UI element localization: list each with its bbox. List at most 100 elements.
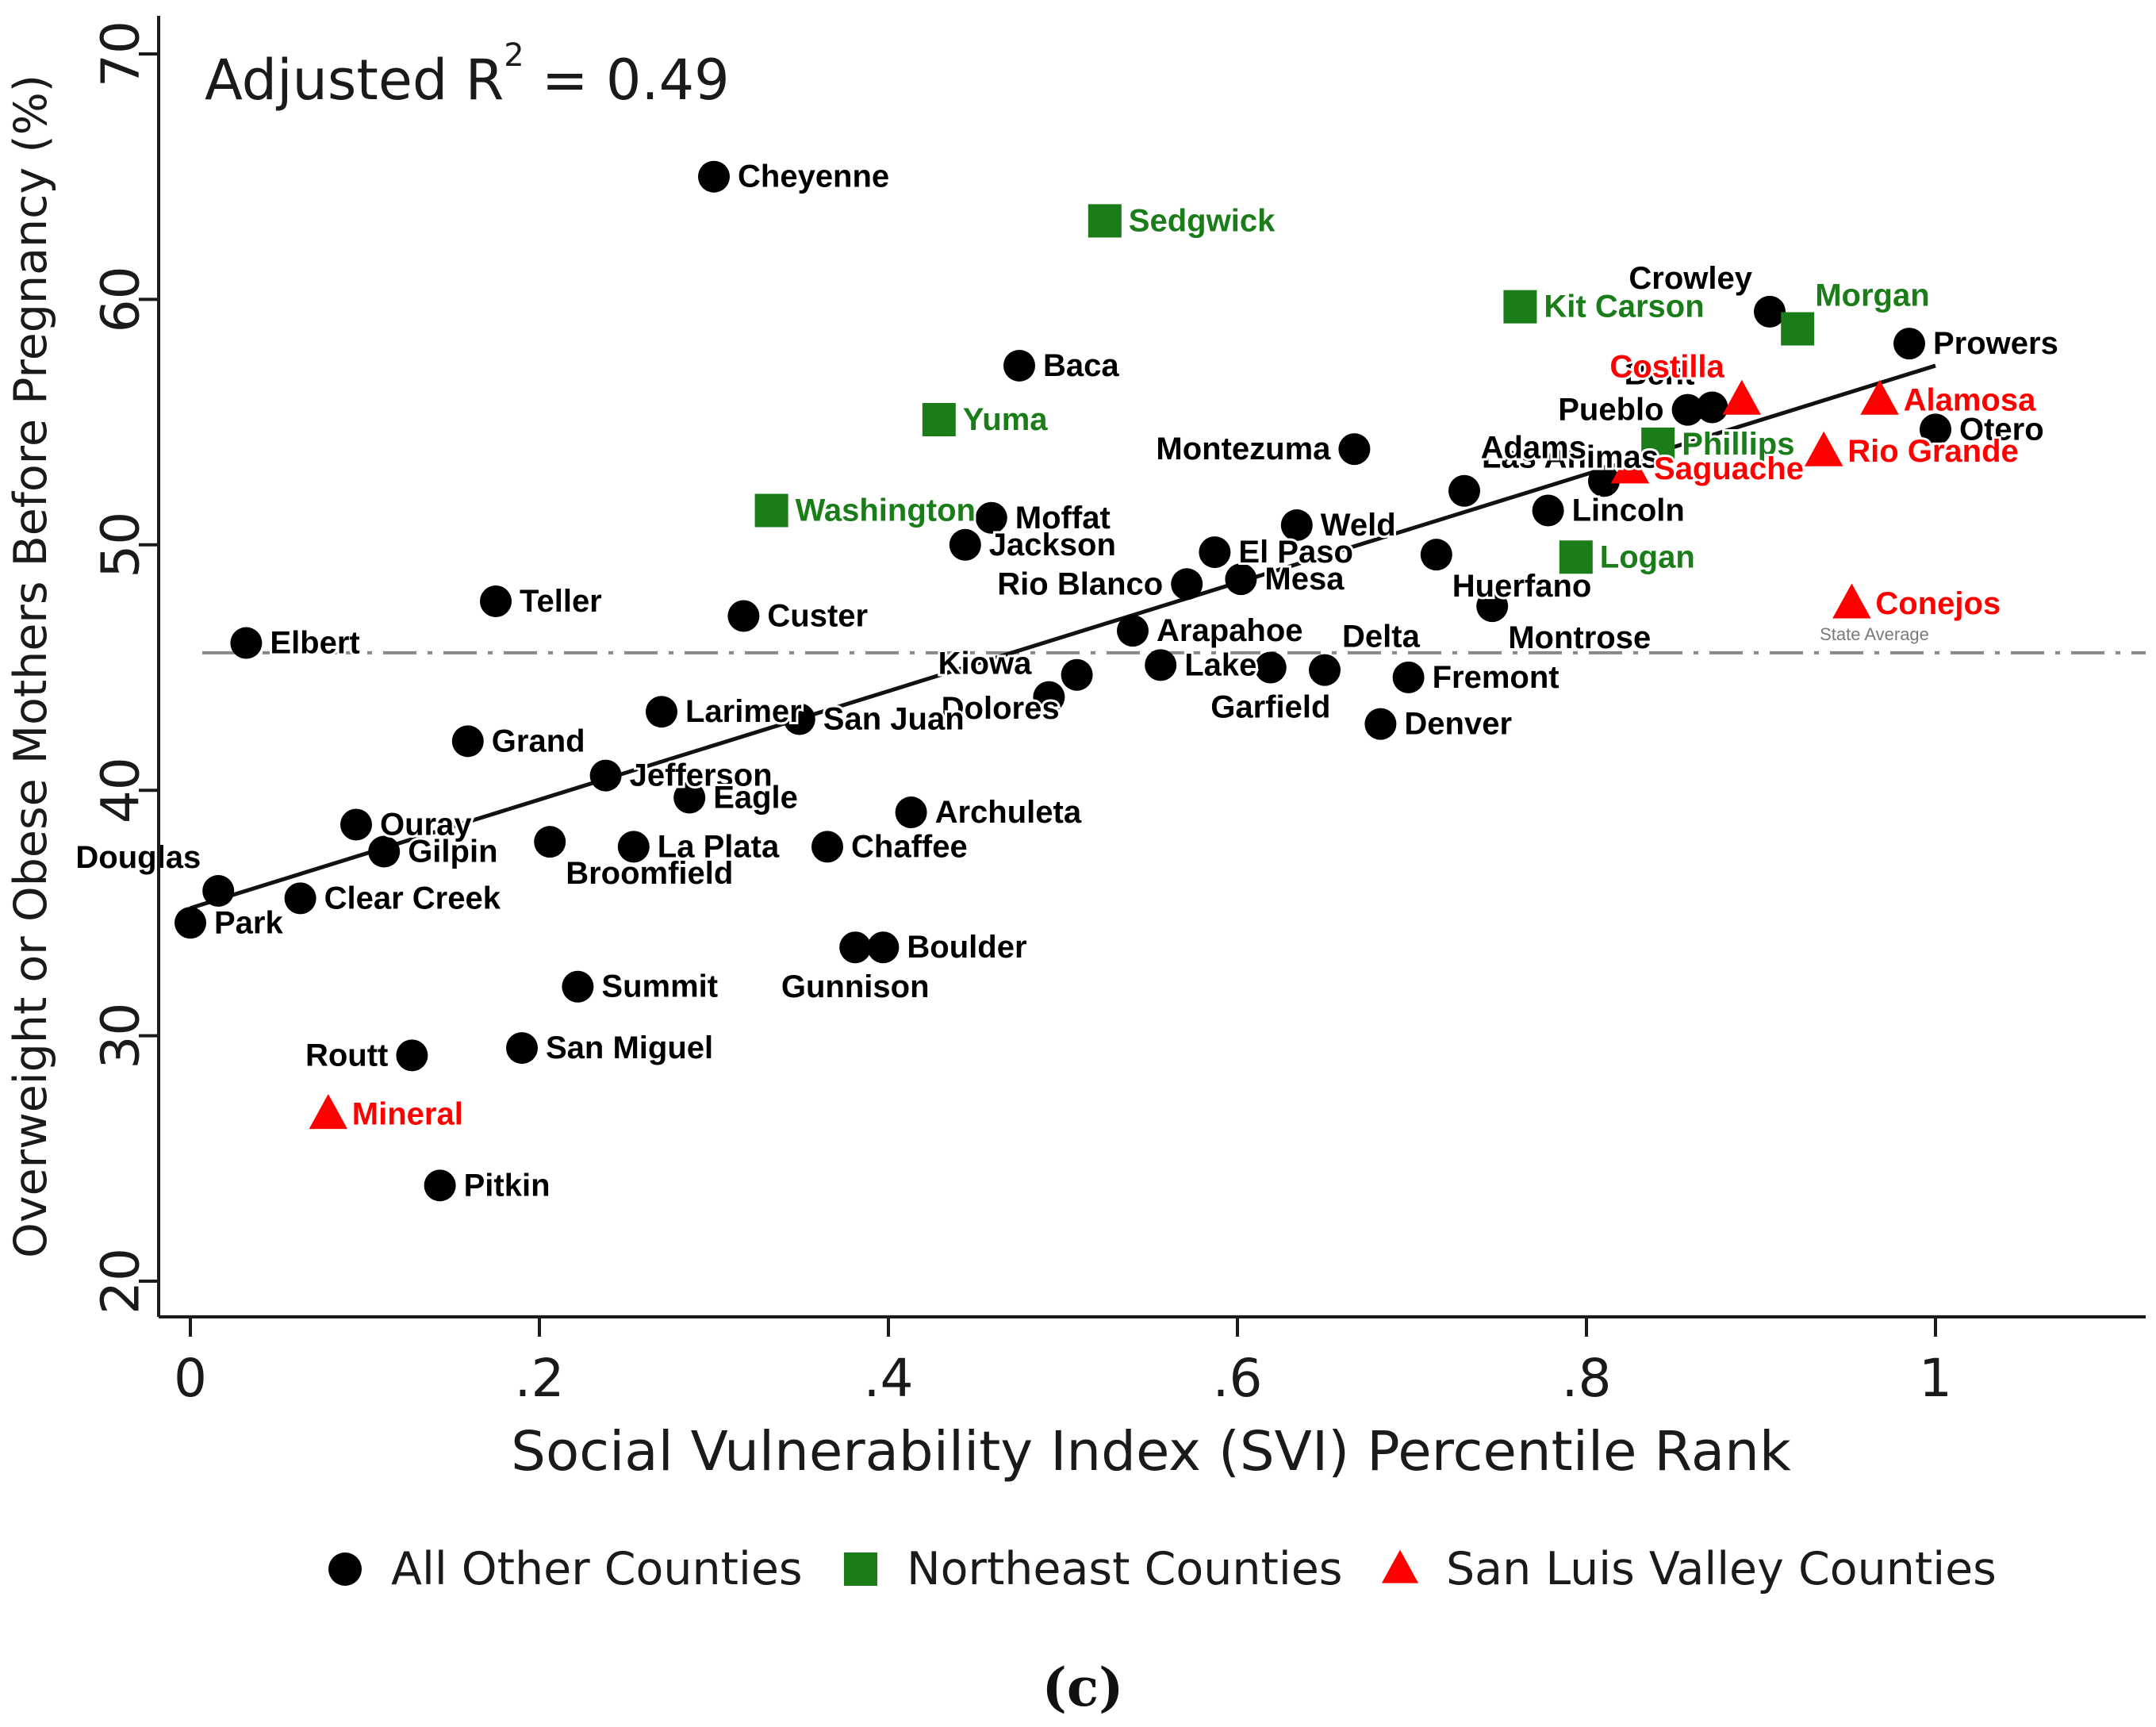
point-moffat <box>975 501 1007 534</box>
y-tick-label: 40 <box>90 757 152 823</box>
point-broomfield <box>534 826 566 858</box>
point-sedgwick <box>1088 204 1122 238</box>
point-label-delta: Delta <box>1342 620 1421 654</box>
point-gilpin <box>368 835 401 868</box>
point-arapahoe <box>1117 615 1149 647</box>
point-label-lake: Lake <box>1184 647 1256 682</box>
point-pitkin <box>424 1169 456 1202</box>
point-jackson <box>949 528 981 561</box>
point-pueblo <box>1671 393 1704 426</box>
point-label-sedgwick: Sedgwick <box>1129 203 1276 238</box>
point-label-fremont: Fremont <box>1433 660 1559 695</box>
legend-marker-northeast <box>844 1552 877 1586</box>
point-label-adams: Adams <box>1481 430 1586 465</box>
x-tick-label: .6 <box>1213 1348 1263 1409</box>
point-conejos <box>1832 583 1871 619</box>
point-label-rio-blanco: Rio Blanco <box>997 566 1163 601</box>
point-san-juan <box>783 703 815 735</box>
point-alamosa <box>1860 379 1899 415</box>
point-weld <box>1280 509 1313 542</box>
point-elbert <box>230 627 263 659</box>
point-label-morgan: Morgan <box>1815 278 1929 313</box>
point-ouray <box>340 808 372 841</box>
point-label-huerfano: Huerfano <box>1452 569 1592 604</box>
point-otero <box>1920 413 1951 446</box>
point-label-montrose: Montrose <box>1508 620 1651 655</box>
point-label-san-juan: San Juan <box>823 701 965 736</box>
point-saguache <box>1610 448 1650 484</box>
point-gunnison <box>839 931 872 964</box>
point-label-chaffee: Chaffee <box>851 829 968 864</box>
point-jefferson <box>589 759 622 792</box>
point-label-otero: Otero <box>1959 412 2044 447</box>
point-label-elbert: Elbert <box>270 626 359 661</box>
point-logan <box>1559 540 1593 574</box>
point-douglas <box>202 875 235 908</box>
point-label-eagle: Eagle <box>713 780 798 815</box>
point-label-las-animas: Las Animas <box>1482 440 1659 475</box>
point-label-pueblo: Pueblo <box>1558 393 1663 428</box>
point-kiowa <box>1033 681 1065 713</box>
point-archuleta <box>895 796 927 829</box>
point-summit <box>562 970 594 1003</box>
y-axis-label: Overweight or Obese Mothers Before Pregn… <box>5 75 57 1258</box>
point-custer <box>727 600 760 632</box>
legend-label-slv: San Luis Valley Counties <box>1446 1543 1997 1595</box>
point-bent <box>1696 391 1728 424</box>
y-tick-label: 20 <box>90 1248 152 1314</box>
point-label-douglas: Douglas <box>75 840 201 875</box>
point-park <box>175 907 206 939</box>
point-denver <box>1364 708 1397 740</box>
point-morgan <box>1781 312 1815 346</box>
point-label-conejos: Conejos <box>1875 586 2001 621</box>
y-tick-label: 30 <box>90 1003 152 1069</box>
point-el-paso <box>1199 536 1231 569</box>
legend-label-northeast: Northeast Counties <box>907 1543 1342 1595</box>
point-huerfano <box>1420 539 1452 571</box>
point-crowley <box>1754 295 1786 328</box>
point-washington <box>754 493 788 528</box>
point-baca <box>1003 349 1035 382</box>
legend-marker-other <box>328 1552 362 1586</box>
point-label-archuleta: Archuleta <box>935 795 1082 830</box>
point-mineral <box>309 1094 347 1130</box>
point-label-arapahoe: Arapahoe <box>1157 613 1303 648</box>
point-label-washington: Washington <box>796 493 976 528</box>
point-label-saguache: Saguache <box>1654 451 1804 486</box>
point-montezuma <box>1338 433 1371 466</box>
point-label-el-paso: El Paso <box>1238 535 1353 570</box>
point-routt <box>396 1039 428 1072</box>
point-lake <box>1145 649 1177 681</box>
point-label-denver: Denver <box>1404 707 1512 742</box>
point-label-baca: Baca <box>1043 348 1119 383</box>
plot-area: State Average Cheyenne Baca Crowley Prowers… <box>73 157 2146 1206</box>
point-lincoln <box>1532 494 1564 527</box>
point-label-garfield: Garfield <box>1210 690 1330 725</box>
point-rio-blanco <box>1171 568 1203 601</box>
point-label-prowers: Prowers <box>1933 326 2058 361</box>
x-axis-ticks: 0 .2 .4 .6 .8 1 <box>174 1317 1952 1409</box>
point-eagle <box>673 781 706 814</box>
legend-label-other: All Other Counties <box>391 1543 803 1595</box>
point-montrose <box>1476 590 1509 623</box>
point-fremont <box>1392 661 1425 693</box>
point-label-teller: Teller <box>520 584 602 619</box>
point-chaffee <box>811 831 843 863</box>
point-label-dolores: Dolores <box>942 691 1060 726</box>
point-adams <box>1588 465 1620 497</box>
marks-layer <box>175 160 1951 1202</box>
point-label-routt: Routt <box>305 1038 388 1073</box>
point-label-montezuma: Montezuma <box>1156 432 1331 466</box>
point-prowers <box>1893 328 1925 360</box>
point-larimer <box>646 696 677 728</box>
point-label-park: Park <box>214 905 283 940</box>
point-mesa <box>1225 563 1257 596</box>
point-label-grand: Grand <box>492 723 585 758</box>
point-label-phillips: Phillips <box>1682 427 1794 462</box>
point-costilla <box>1722 379 1761 415</box>
point-label-cheyenne: Cheyenne <box>738 159 889 194</box>
point-label-jackson: Jackson <box>989 528 1116 562</box>
r2-suffix: = 0.49 <box>524 48 730 113</box>
